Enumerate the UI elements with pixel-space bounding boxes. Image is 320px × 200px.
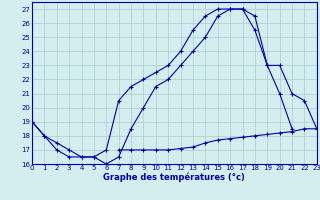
X-axis label: Graphe des températures (°c): Graphe des températures (°c)	[103, 173, 245, 182]
